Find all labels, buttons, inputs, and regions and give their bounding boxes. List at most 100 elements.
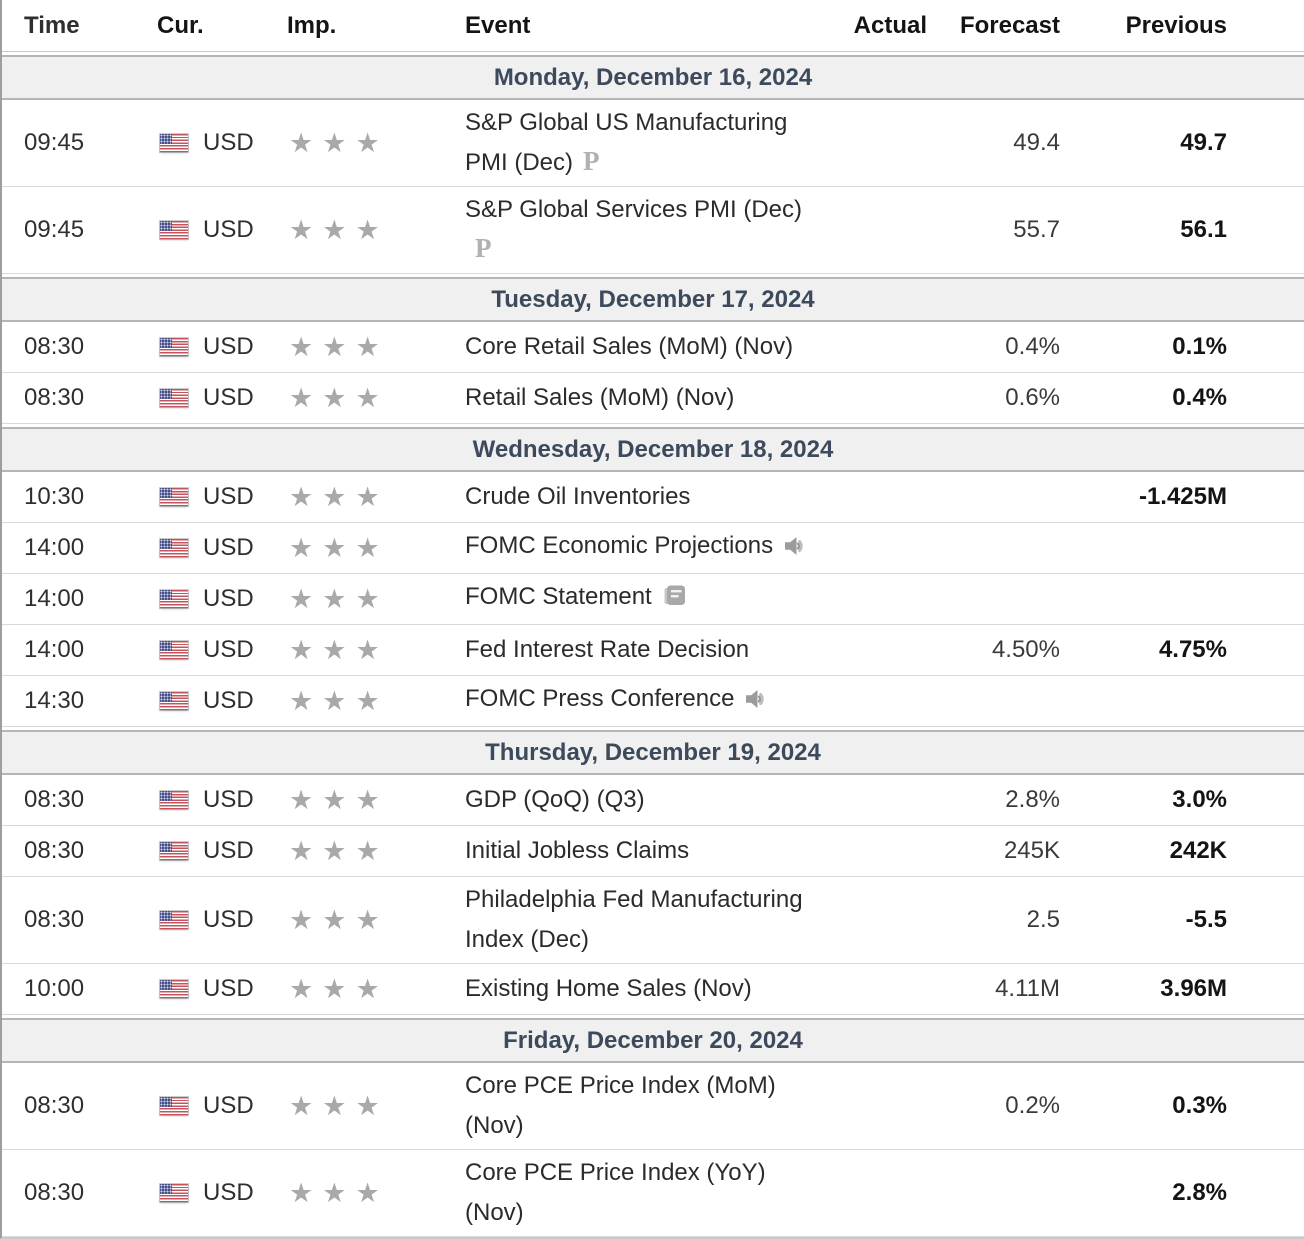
event-time: 08:30	[24, 333, 85, 360]
importance-star-icon: ★	[322, 1177, 347, 1208]
event-cell: S&P Global US Manufacturing PMI (Dec) P	[465, 100, 817, 186]
importance-stars: ★ ★ ★	[287, 635, 465, 666]
event-row: 10:00 USD ★ ★ ★ Existing Home Sales (Nov) 4.11…	[2, 964, 1304, 1015]
us-flag-icon	[160, 539, 188, 557]
event-cell: FOMC Statement	[465, 574, 817, 624]
importance-star-icon: ★	[322, 127, 347, 158]
event-name-link[interactable]: FOMC Press Conference	[465, 685, 735, 712]
event-name-link[interactable]: Initial Jobless Claims	[465, 837, 690, 864]
event-row: 08:30 USD ★ ★ ★ Core Retail Sales (MoM) (Nov)…	[2, 322, 1304, 373]
importance-stars: ★ ★ ★	[287, 785, 465, 816]
event-name-link[interactable]: FOMC Economic Projections	[465, 532, 774, 559]
event-name-link[interactable]: Existing Home Sales (Nov)	[465, 975, 752, 1002]
event-cell: S&P Global Services PMI (Dec) P	[465, 187, 817, 273]
previous-value: 0.4%	[1172, 384, 1227, 411]
col-header-currency: Cur.	[157, 11, 204, 39]
event-cell: Fed Interest Rate Decision	[465, 627, 817, 673]
event-name-link[interactable]: Retail Sales (MoM) (Nov)	[465, 384, 735, 411]
importance-star-icon: ★	[289, 835, 314, 866]
importance-star-icon: ★	[355, 784, 380, 815]
event-time: 08:30	[24, 837, 85, 864]
importance-star-icon: ★	[289, 1177, 314, 1208]
importance-star-icon: ★	[355, 127, 380, 158]
event-cell: GDP (QoQ) (Q3)	[465, 777, 817, 823]
event-name-link[interactable]: Crude Oil Inventories	[465, 483, 691, 510]
event-cell: Retail Sales (MoM) (Nov)	[465, 375, 817, 421]
event-name-link[interactable]: Core Retail Sales (MoM) (Nov)	[465, 333, 794, 360]
currency-label: USD	[203, 585, 254, 612]
us-flag-icon	[160, 1184, 188, 1202]
importance-star-icon: ★	[322, 634, 347, 665]
event-cell: Existing Home Sales (Nov)	[465, 966, 817, 1012]
currency-label: USD	[203, 483, 254, 510]
table-header-row: Time Cur. Imp. Event Actual Forecast Pre…	[2, 0, 1304, 52]
us-flag-icon	[160, 1097, 188, 1115]
event-time: 09:45	[24, 129, 85, 156]
event-time: 14:00	[24, 636, 85, 663]
previous-value: -5.5	[1185, 906, 1227, 933]
importance-star-icon: ★	[289, 583, 314, 614]
event-name-link[interactable]: Philadelphia Fed Manufacturing Index (De…	[465, 886, 803, 953]
previous-value: 0.3%	[1172, 1092, 1227, 1119]
importance-star-icon: ★	[355, 331, 380, 362]
event-row: 10:30 USD ★ ★ ★ Crude Oil Inventories -1.425M	[2, 472, 1304, 523]
event-name-link[interactable]: Fed Interest Rate Decision	[465, 636, 750, 663]
importance-star-icon: ★	[355, 481, 380, 512]
currency-cell: USD	[157, 1179, 287, 1207]
forecast-value: 2.5	[1026, 906, 1060, 933]
forecast-value: 4.11M	[995, 975, 1060, 1002]
col-header-actual: Actual	[853, 11, 927, 39]
previous-value: 0.1%	[1172, 333, 1227, 360]
importance-star-icon: ★	[355, 1177, 380, 1208]
previous-value: 56.1	[1180, 216, 1227, 243]
us-flag-icon	[160, 692, 188, 710]
event-name-link[interactable]: Core PCE Price Index (YoY) (Nov)	[465, 1159, 766, 1226]
currency-cell: USD	[157, 534, 287, 562]
event-name-link[interactable]: Core PCE Price Index (MoM) (Nov)	[465, 1072, 776, 1139]
importance-star-icon: ★	[322, 973, 347, 1004]
importance-stars: ★ ★ ★	[287, 128, 465, 159]
previous-value: 2.8%	[1172, 1179, 1227, 1206]
currency-label: USD	[203, 534, 254, 561]
report-document-icon	[662, 581, 687, 621]
importance-stars: ★ ★ ★	[287, 332, 465, 363]
event-row: 08:30 USD ★ ★ ★ Retail Sales (MoM) (Nov) 0.6% 0…	[2, 373, 1304, 424]
importance-stars: ★ ★ ★	[287, 482, 465, 513]
currency-label: USD	[203, 384, 254, 411]
importance-star-icon: ★	[322, 382, 347, 413]
event-row: 08:30 USD ★ ★ ★ Philadelphia Fed Manufacturin…	[2, 877, 1304, 964]
event-row: 08:30 USD ★ ★ ★ Core PCE Price Index (MoM) (N…	[2, 1063, 1304, 1150]
event-name-link[interactable]: S&P Global US Manufacturing PMI (Dec)	[465, 109, 788, 176]
us-flag-icon	[160, 911, 188, 929]
event-cell: FOMC Economic Projections	[465, 523, 817, 573]
currency-label: USD	[203, 786, 254, 813]
us-flag-icon	[160, 590, 188, 608]
event-name-link[interactable]: GDP (QoQ) (Q3)	[465, 786, 645, 813]
event-name-link[interactable]: FOMC Statement	[465, 583, 652, 610]
importance-star-icon: ★	[289, 331, 314, 362]
event-time: 14:00	[24, 585, 85, 612]
importance-stars: ★ ★ ★	[287, 533, 465, 564]
event-row: 08:30 USD ★ ★ ★ GDP (QoQ) (Q3) 2.8% 3.0%	[2, 775, 1304, 826]
importance-star-icon: ★	[289, 904, 314, 935]
currency-cell: USD	[157, 216, 287, 244]
importance-star-icon: ★	[289, 127, 314, 158]
currency-cell: USD	[157, 384, 287, 412]
us-flag-icon	[160, 488, 188, 506]
us-flag-icon	[160, 221, 188, 239]
forecast-value: 49.4	[1013, 129, 1060, 156]
previous-value: 3.0%	[1172, 786, 1227, 813]
importance-stars: ★ ★ ★	[287, 974, 465, 1005]
importance-star-icon: ★	[289, 214, 314, 245]
col-header-event: Event	[465, 11, 531, 39]
event-time: 08:30	[24, 384, 85, 411]
us-flag-icon	[160, 980, 188, 998]
event-row: 08:30 USD ★ ★ ★ Initial Jobless Claims 245K 242…	[2, 826, 1304, 877]
table-body: Monday, December 16, 2024 09:45 USD ★ ★ ★ S&P …	[2, 55, 1304, 1237]
preliminary-release-icon: P	[475, 233, 492, 263]
importance-star-icon: ★	[322, 1090, 347, 1121]
currency-cell: USD	[157, 129, 287, 157]
day-header: Wednesday, December 18, 2024	[2, 427, 1304, 472]
event-name-link[interactable]: S&P Global Services PMI (Dec)	[465, 196, 802, 223]
currency-cell: USD	[157, 483, 287, 511]
